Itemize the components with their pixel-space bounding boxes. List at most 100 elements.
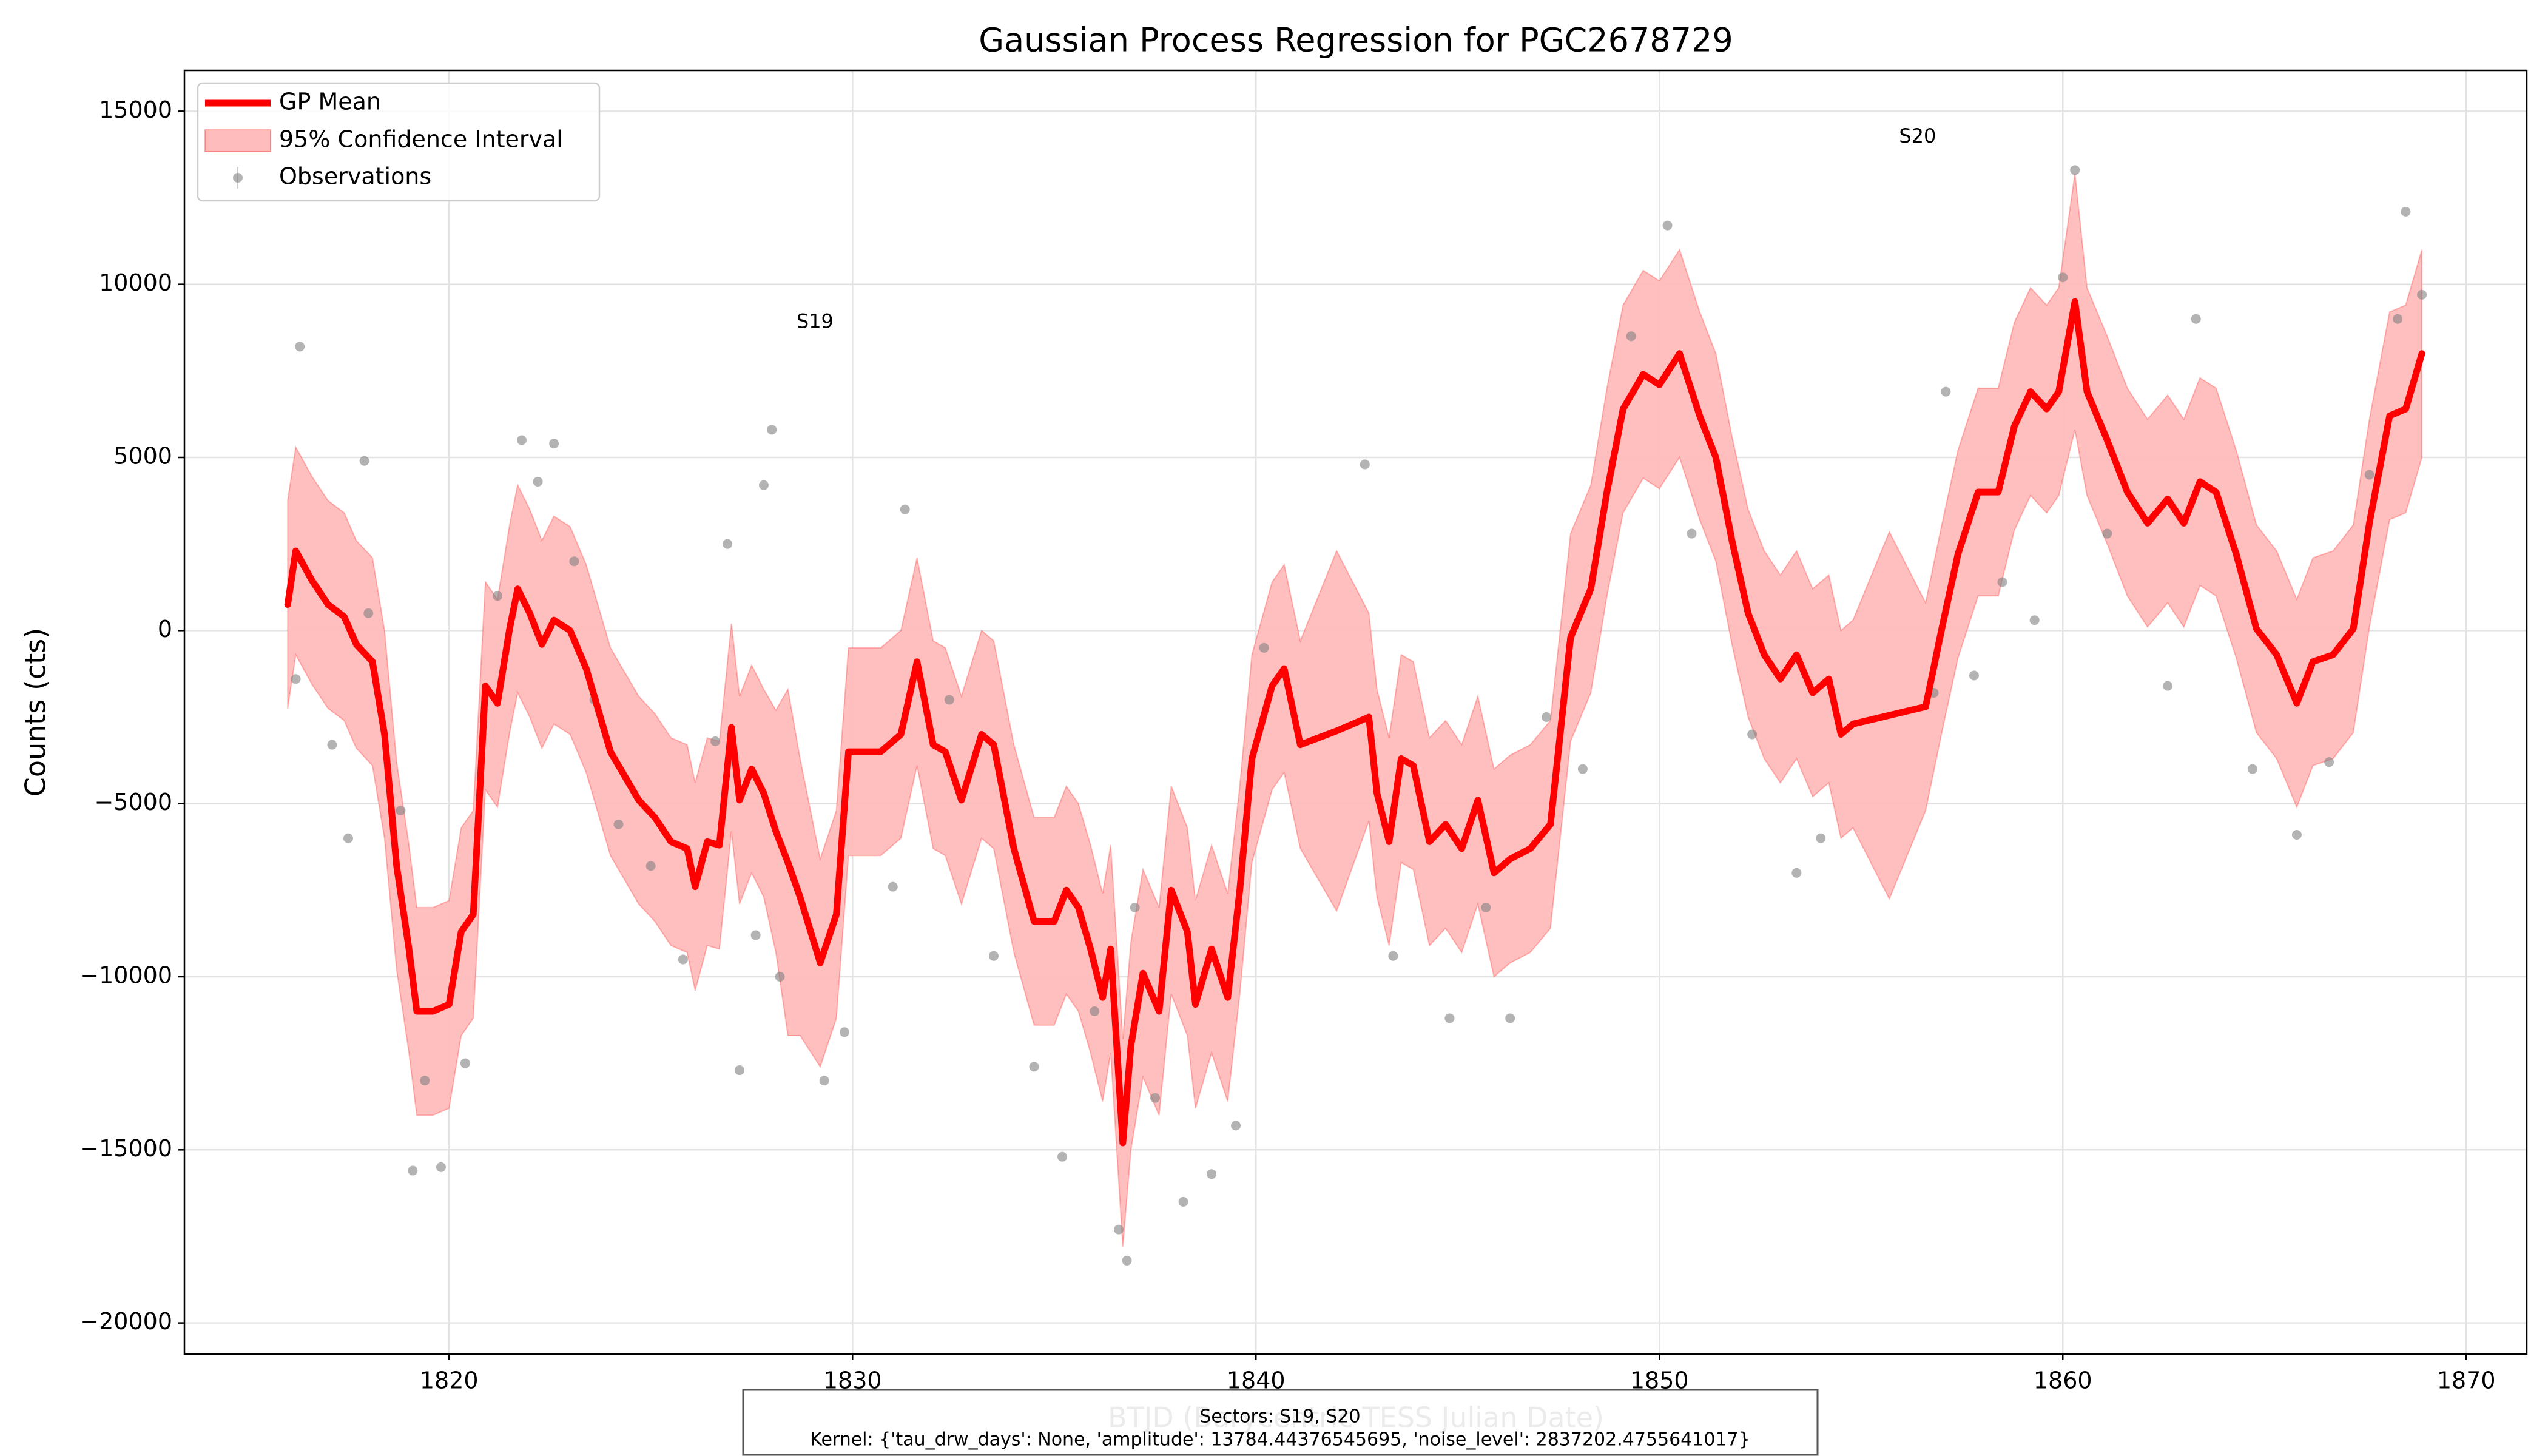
observation [2393, 314, 2403, 324]
observation [767, 425, 777, 435]
observation [420, 1076, 430, 1086]
observation [1230, 1121, 1241, 1131]
observation [408, 1165, 418, 1176]
observation [1941, 386, 1951, 397]
observation [1207, 1169, 1217, 1179]
y-tick-label: −10000 [79, 962, 172, 988]
observation [775, 971, 785, 982]
y-tick-label: 0 [158, 616, 172, 642]
observation [1997, 577, 2007, 587]
observation [1388, 951, 1398, 961]
observation [1542, 712, 1552, 722]
observation [533, 476, 543, 487]
observation [396, 806, 406, 816]
observation [1626, 331, 1636, 342]
legend-patch [204, 129, 271, 152]
observation [569, 556, 579, 567]
observation [678, 954, 688, 965]
observation [888, 881, 898, 892]
observation [2191, 314, 2201, 324]
observation [1057, 1151, 1068, 1162]
observation [1114, 1224, 1124, 1235]
observation [2058, 272, 2068, 283]
observation [613, 819, 624, 829]
observation [2070, 165, 2080, 175]
axes-frame [183, 69, 2528, 1355]
footer-box [742, 1389, 1819, 1456]
observation [2163, 681, 2173, 691]
observation [359, 456, 369, 466]
observation [2417, 289, 2427, 300]
observation [327, 740, 337, 750]
observation [516, 435, 527, 445]
x-tick-label: 1860 [2034, 1367, 2092, 1394]
observation [1178, 1196, 1188, 1207]
observation [645, 861, 656, 871]
observation [2324, 757, 2334, 767]
annotation: S19 [797, 309, 834, 332]
observation [750, 930, 761, 940]
observation [436, 1162, 446, 1172]
observation [2364, 470, 2374, 480]
observation [1481, 902, 1491, 912]
observation [2401, 206, 2411, 217]
legend-marker [233, 173, 243, 183]
observation [1747, 729, 1758, 740]
observation [1130, 902, 1140, 912]
y-tick-label: −15000 [79, 1135, 172, 1162]
observation [735, 1065, 745, 1076]
x-tick-label: 1820 [420, 1367, 479, 1394]
observation [758, 480, 769, 490]
observation [2291, 830, 2302, 840]
chart-title: Gaussian Process Regression for PGC26787… [979, 21, 1733, 59]
observation [944, 695, 954, 705]
observation [2102, 528, 2112, 539]
observation [1259, 642, 1269, 653]
ticks: 1820 1830 1840 1850 1860 1870−20000−15000−100… [79, 96, 2495, 1394]
confidence-band [287, 173, 2423, 1247]
y-tick-label: 5000 [113, 442, 172, 469]
observation [2029, 615, 2040, 625]
observation [549, 439, 559, 449]
observation [988, 951, 999, 961]
observation [1687, 528, 1697, 539]
x-tick-label: 1870 [2437, 1367, 2496, 1394]
observation [723, 539, 733, 549]
observation [460, 1058, 470, 1068]
y-tick-label: 15000 [99, 96, 172, 123]
observation [839, 1027, 849, 1037]
observation [1360, 459, 1370, 470]
observation [1029, 1062, 1039, 1072]
observation [291, 674, 301, 684]
legend-label: GP Mean [279, 89, 381, 115]
observation [1577, 764, 1588, 774]
gp-mean-line [284, 298, 2425, 1147]
observation [295, 342, 305, 352]
legend-label: Observations [279, 163, 431, 190]
y-axis-label: Counts (cts) [19, 628, 52, 797]
footer-kernel: Kernel: {'tau_drw_days': None, 'amplitud… [810, 1429, 1750, 1451]
annotation: S20 [1899, 124, 1936, 147]
observation [1791, 868, 1802, 878]
observation [1662, 220, 1673, 231]
observation [363, 608, 374, 618]
observation [1122, 1255, 1132, 1266]
y-tick-label: −20000 [79, 1308, 172, 1335]
footer-sectors: Sectors: S19, S20 [1199, 1406, 1360, 1427]
plot-area: S19 S20 [284, 124, 2427, 1266]
observation [900, 504, 910, 514]
observation [1816, 833, 1826, 843]
observation [493, 591, 503, 601]
legend-box [197, 82, 601, 202]
y-tick-label: 10000 [99, 269, 172, 296]
observation [1444, 1013, 1455, 1023]
observation [819, 1076, 829, 1086]
y-tick-label: −5000 [94, 789, 172, 815]
observation [1505, 1013, 1515, 1023]
observation [343, 833, 353, 843]
observation [2247, 764, 2257, 774]
observation [710, 736, 721, 746]
observation [1969, 670, 1979, 681]
